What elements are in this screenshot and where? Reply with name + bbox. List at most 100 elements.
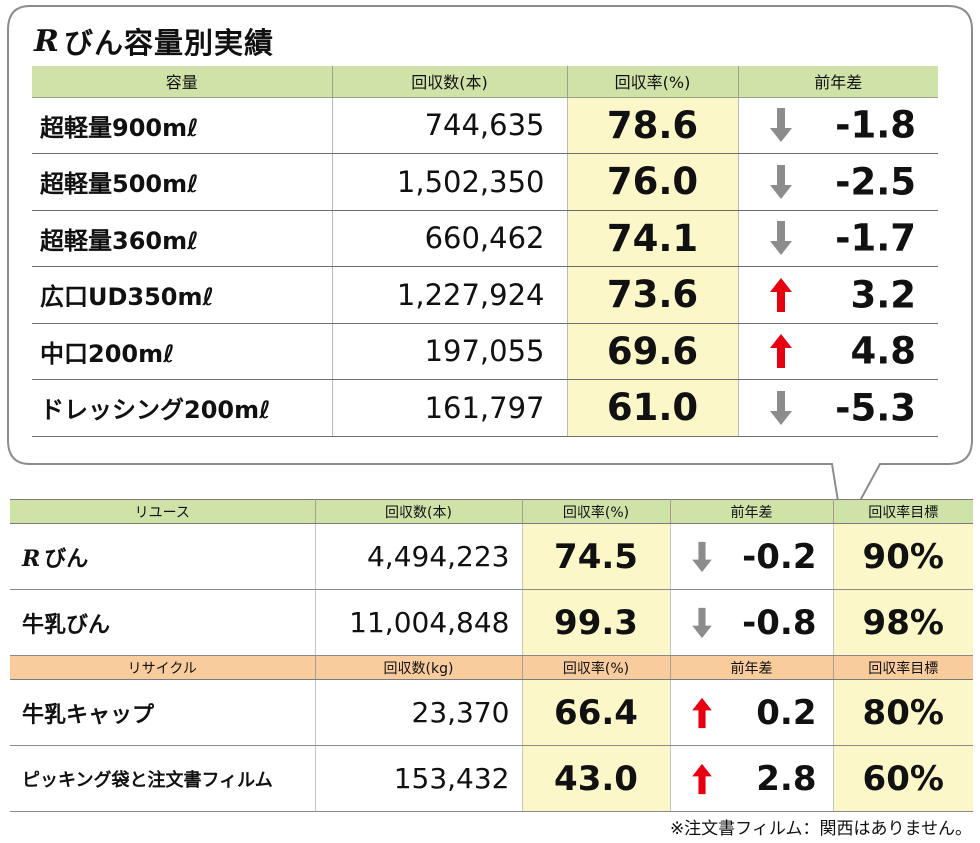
header-diff: 前年差 [737, 66, 938, 98]
page-title: R びん容量別実績 [34, 18, 274, 64]
down-arrow-icon [769, 164, 792, 199]
row-count: 197,055 [331, 323, 567, 380]
table-row: 牛乳びん 11,004,848 99.3 -0.8 98% [10, 589, 973, 656]
row-count: 660,462 [331, 210, 567, 267]
row-target: 80% [833, 679, 973, 746]
row-target: 90% [833, 523, 973, 590]
trend-arrow-icon [691, 607, 713, 639]
table-row: ドレッシング200mℓ 161,797 61.0 -5.3 [32, 379, 938, 437]
row-diff: -1.7 [835, 216, 916, 260]
trend-arrow-icon [769, 164, 793, 200]
reuse-mark-icon: R [34, 23, 60, 59]
header-recycle: リサイクル [10, 655, 316, 680]
trend-arrow-icon [691, 697, 713, 729]
row-rate: 43.0 [522, 745, 671, 812]
row-diff: 3.2 [850, 273, 916, 317]
row-name-cell: R びん [10, 523, 316, 590]
row-count: 11,004,848 [315, 589, 523, 656]
header-count: 回収数(本) [331, 66, 568, 98]
down-arrow-icon [769, 108, 792, 143]
trend-arrow-icon [769, 107, 793, 143]
row-diff-cell: -0.2 [670, 523, 834, 590]
table-row: ピッキング袋と注文書フィルム 153,432 43.0 2.8 60% [10, 745, 973, 812]
row-name: 超軽量900mℓ [32, 97, 332, 154]
up-arrow-icon [769, 334, 792, 369]
header-diff: 前年差 [670, 499, 834, 524]
bottle-capacity-table: 容量 回収数(本) 回収率(%) 前年差 超軽量900mℓ 744,635 78… [32, 66, 938, 437]
header-target: 回収率目標 [833, 655, 973, 680]
header-reuse: リユース [10, 499, 316, 524]
row-rate: 73.6 [566, 266, 739, 324]
row-rate: 61.0 [566, 379, 739, 437]
row-diff: 0.2 [756, 692, 817, 733]
row-count: 1,502,350 [331, 153, 567, 211]
header-rate: 回収率(%) [522, 655, 671, 680]
row-diff-cell: -1.8 [737, 97, 938, 154]
row-diff: -0.8 [742, 602, 817, 643]
row-rate: 69.6 [566, 323, 739, 380]
trend-arrow-icon [691, 763, 713, 795]
row-name: 中口200mℓ [32, 323, 332, 380]
row-count: 1,227,924 [331, 266, 567, 324]
row-rate: 66.4 [522, 679, 671, 746]
header-target: 回収率目標 [833, 499, 973, 524]
trend-arrow-icon [769, 277, 793, 313]
header-capacity: 容量 [32, 66, 333, 98]
row-count: 4,494,223 [315, 523, 523, 590]
row-rate: 74.5 [522, 523, 671, 590]
up-arrow-icon [769, 277, 792, 312]
row-diff-cell: -1.7 [737, 210, 938, 267]
recycle-header-row: リサイクル 回収数(kg) 回収率(%) 前年差 回収率目標 [10, 655, 973, 680]
reuse-header-row: リユース 回収数(本) 回収率(%) 前年差 回収率目標 [10, 499, 973, 524]
table-row: 中口200mℓ 197,055 69.6 4.8 [32, 323, 938, 380]
reuse-mark-icon: R [22, 545, 41, 572]
header-diff: 前年差 [670, 655, 834, 680]
row-diff-cell: 3.2 [737, 266, 938, 324]
trend-arrow-icon [769, 220, 793, 256]
trend-arrow-icon [691, 541, 713, 573]
table-row: R びん 4,494,223 74.5 -0.2 90% [10, 523, 973, 590]
row-diff: -1.8 [835, 103, 916, 147]
row-name: 牛乳びん [10, 589, 316, 656]
row-target: 60% [833, 745, 973, 812]
page-title-text: びん容量別実績 [63, 26, 274, 60]
row-rate: 78.6 [566, 97, 739, 154]
footnote: ※注文書フィルム：関西はありません。 [669, 819, 972, 839]
row-diff-cell: 4.8 [737, 323, 938, 380]
row-diff-cell: 2.8 [670, 745, 834, 812]
row-count: 23,370 [315, 679, 523, 746]
row-name: びん [44, 546, 89, 572]
row-count: 161,797 [331, 379, 567, 437]
row-diff-cell: 0.2 [670, 679, 834, 746]
trend-arrow-icon [769, 390, 793, 426]
row-diff: 2.8 [756, 758, 817, 799]
header-count: 回収数(kg) [315, 655, 523, 680]
header-rate: 回収率(%) [566, 66, 739, 98]
row-diff-cell: -0.8 [670, 589, 834, 656]
row-rate: 74.1 [566, 210, 739, 267]
row-count: 153,432 [315, 745, 523, 812]
table-row: 超軽量900mℓ 744,635 78.6 -1.8 [32, 97, 938, 154]
table-row: 牛乳キャップ 23,370 66.4 0.2 80% [10, 679, 973, 746]
row-target: 98% [833, 589, 973, 656]
row-diff: 4.8 [850, 329, 916, 373]
row-diff: -2.5 [835, 160, 916, 204]
down-arrow-icon [691, 607, 712, 638]
row-diff-cell: -5.3 [737, 379, 938, 437]
row-name: ドレッシング200mℓ [32, 379, 332, 437]
row-name: ピッキング袋と注文書フィルム [10, 745, 316, 812]
table-header-row: 容量 回収数(本) 回収率(%) 前年差 [32, 66, 938, 98]
down-arrow-icon [769, 390, 792, 425]
row-diff-cell: -2.5 [737, 153, 938, 211]
row-name: 超軽量360mℓ [32, 210, 332, 267]
row-rate: 76.0 [566, 153, 739, 211]
table-row: 超軽量500mℓ 1,502,350 76.0 -2.5 [32, 153, 938, 211]
row-name: 牛乳キャップ [10, 679, 316, 746]
row-name: 広口UD350mℓ [32, 266, 332, 324]
table-row: 超軽量360mℓ 660,462 74.1 -1.7 [32, 210, 938, 267]
reuse-recycle-table: リユース 回収数(本) 回収率(%) 前年差 回収率目標 R びん 4,494,2… [10, 499, 973, 812]
up-arrow-icon [691, 763, 712, 794]
row-diff: -5.3 [835, 386, 916, 430]
down-arrow-icon [769, 221, 792, 256]
row-name: 超軽量500mℓ [32, 153, 332, 211]
